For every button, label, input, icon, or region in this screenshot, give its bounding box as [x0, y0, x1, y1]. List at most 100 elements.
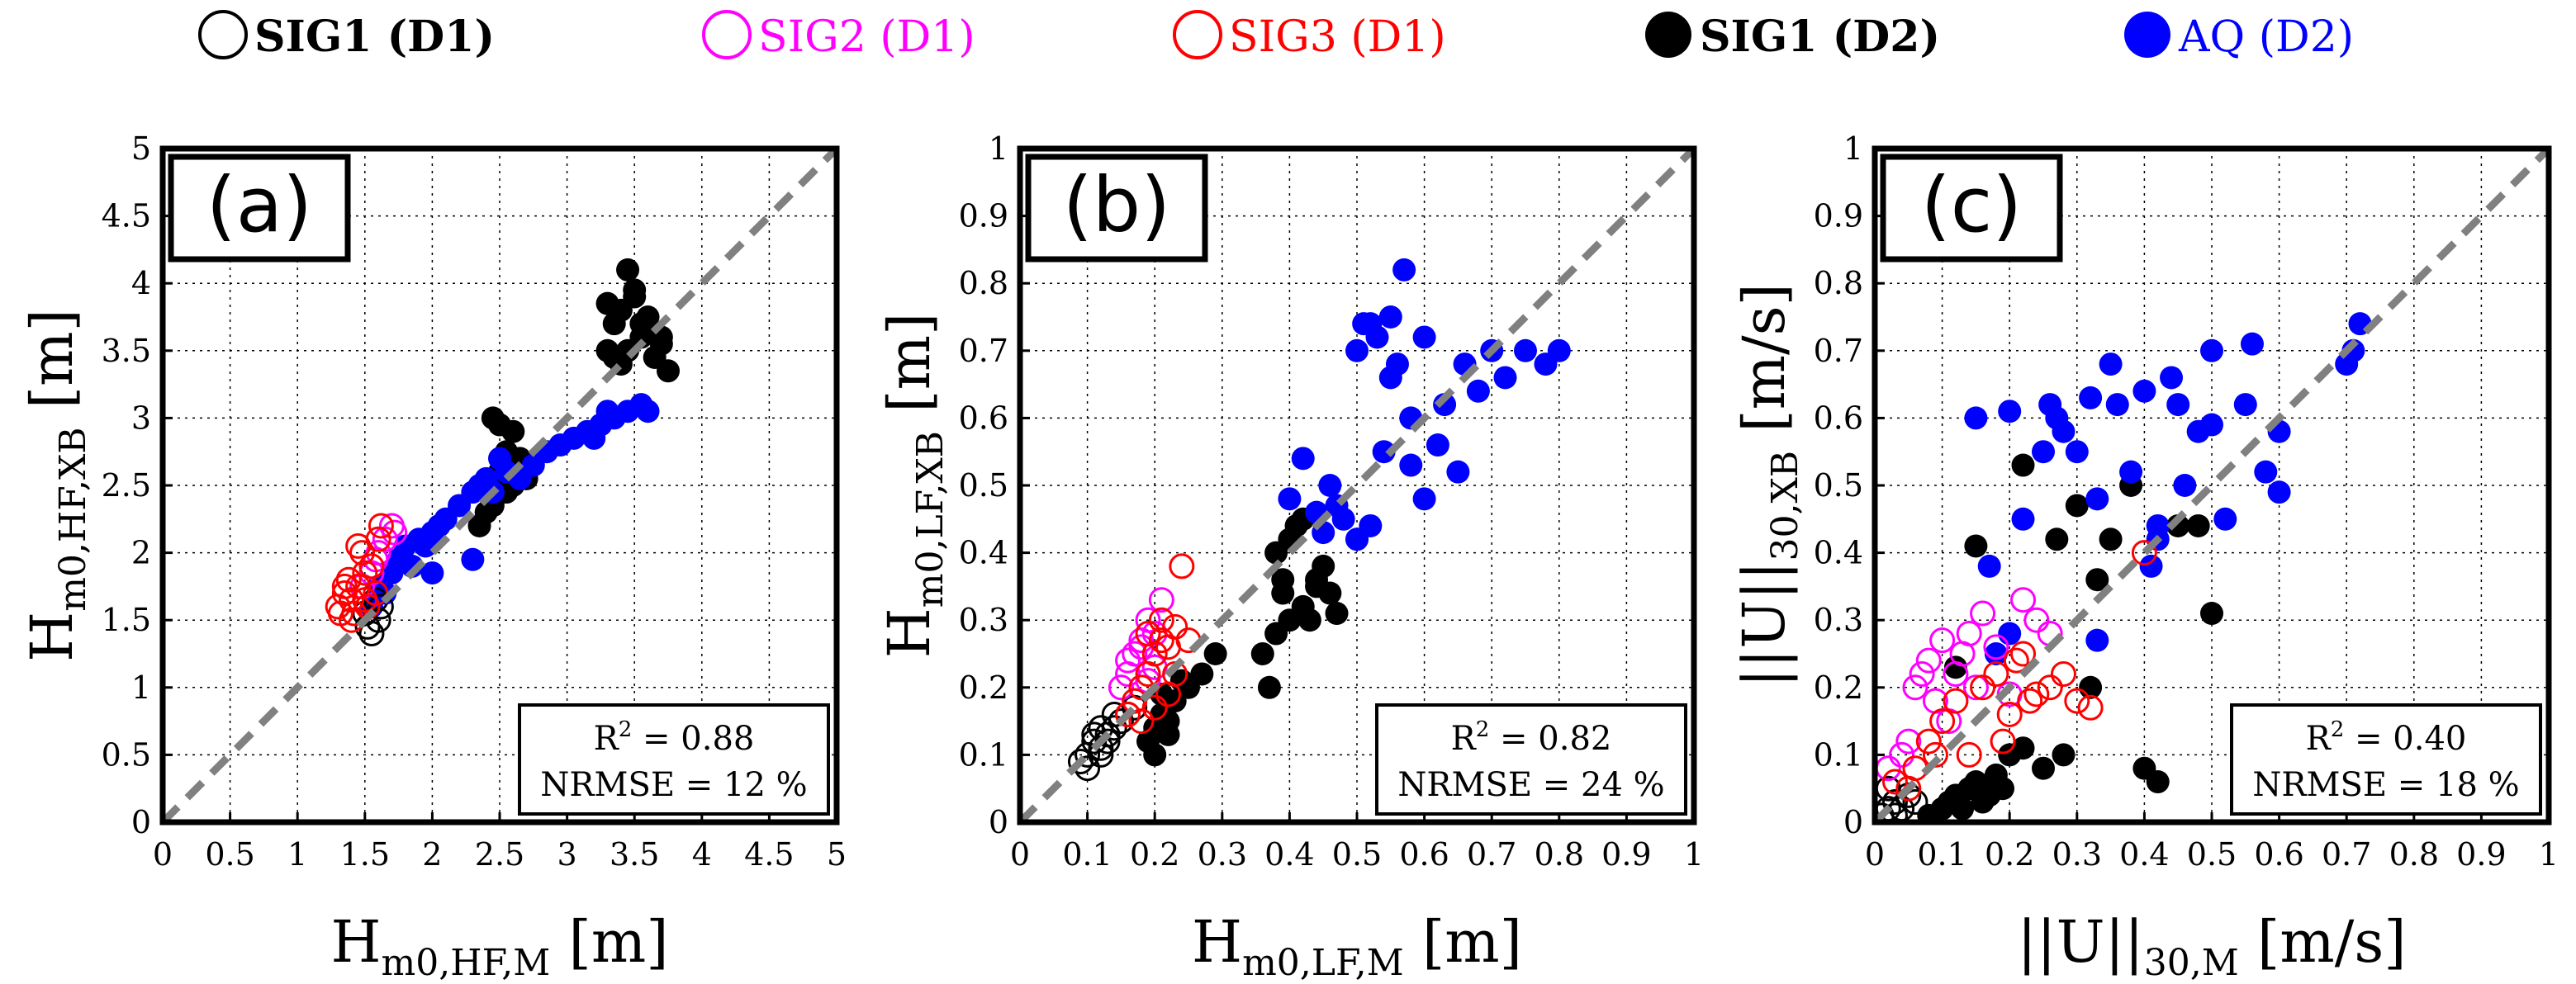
data-point	[1359, 312, 1383, 336]
data-point	[2045, 527, 2069, 551]
data-point	[1446, 460, 1470, 484]
x-tick-label: 0.7	[1467, 836, 1516, 873]
y-tick-label: 2.5	[102, 467, 151, 504]
data-point	[1983, 634, 2009, 660]
y-tick-label: 0.8	[1814, 265, 1863, 301]
data-point	[1426, 433, 1449, 457]
data-point	[1998, 622, 2022, 646]
y-axis-label: Hm0,LF,XB [m]	[875, 313, 951, 659]
x-tick-label: 1	[1684, 836, 1704, 873]
data-point	[1108, 674, 1134, 701]
y-tick-label: 0.1	[959, 736, 1008, 773]
legend-label: SIG3 (D1)	[1229, 12, 1446, 62]
data-point	[368, 594, 394, 620]
data-point	[2166, 393, 2190, 417]
y-tick-label: 3	[131, 400, 151, 436]
stats-box: R2 = 0.40 NRMSE = 18 %	[2230, 703, 2542, 816]
data-point	[1278, 608, 1302, 632]
data-point	[1943, 655, 1967, 679]
y-tick-label: 3.5	[102, 333, 151, 369]
stats-box-frame	[2230, 703, 2542, 816]
data-point	[2085, 487, 2109, 511]
data-point	[2077, 694, 2104, 721]
data-point	[2052, 419, 2076, 443]
x-tick-label: 0.2	[1130, 836, 1179, 873]
x-tick-label: 4.5	[744, 836, 794, 873]
axes-frame	[1017, 145, 1697, 826]
data-point	[2105, 393, 2129, 417]
r2-text: R2 = 0.82	[1451, 717, 1612, 758]
x-tick-label: 0.6	[1399, 836, 1449, 873]
panel-a: 0 0.5 1 1.5 2 2.5 3 3.5 4 4.5 5 0 0.5 1 1.5 2 2.5 3 3.5 4 4.…	[18, 130, 847, 984]
data-point	[1984, 777, 2008, 801]
data-point	[1297, 608, 1321, 632]
data-point	[1378, 305, 1402, 329]
data-point	[352, 587, 378, 613]
one-to-one-line	[1017, 145, 1697, 826]
data-point	[1547, 338, 1571, 362]
y-tick-label: 0.2	[1814, 669, 1863, 706]
x-tick-label: 0.4	[1264, 836, 1314, 873]
data-point	[1412, 487, 1436, 511]
x-tick-label: 0	[1010, 836, 1030, 873]
data-point	[1970, 600, 1996, 627]
data-point	[1949, 641, 1976, 667]
data-point	[2010, 587, 2037, 613]
data-point	[1983, 660, 2009, 687]
data-point	[2099, 527, 2123, 551]
data-point	[582, 426, 606, 450]
y-tick-label: 0.1	[1814, 736, 1863, 773]
axes-frame	[159, 145, 840, 826]
y-tick-label: 1	[131, 669, 151, 706]
x-tick-label: 0.1	[1062, 836, 1112, 873]
nrmse-text: NRMSE = 12 %	[540, 766, 807, 804]
data-point	[1148, 607, 1174, 633]
data-point	[2085, 628, 2109, 652]
data-point	[2023, 607, 2050, 633]
data-point	[657, 359, 680, 383]
data-point	[1902, 674, 1928, 701]
data-point	[488, 447, 511, 471]
data-point	[1889, 741, 1915, 768]
data-point	[1325, 602, 1349, 626]
axes-frame	[1872, 145, 2552, 826]
y-tick-label: 0.3	[959, 602, 1008, 638]
legend-label: AQ (D2)	[2178, 12, 2354, 62]
data-point	[1929, 708, 1956, 735]
x-axis-label: Hm0,LF,M [m]	[1192, 908, 1522, 984]
data-point	[1156, 722, 1180, 746]
data-point	[1956, 741, 1982, 768]
data-point	[2132, 379, 2156, 403]
y-tick-label: 0	[1843, 804, 1863, 840]
data-point	[345, 532, 372, 559]
stats-box-frame	[518, 703, 830, 816]
y-tick-label: 0.4	[959, 535, 1008, 571]
data-point	[616, 258, 640, 281]
data-point	[1915, 647, 1942, 674]
data-point	[629, 312, 653, 336]
data-point	[595, 400, 619, 423]
data-point	[1135, 607, 1161, 633]
data-point	[1148, 587, 1174, 613]
panel-label: (b)	[1025, 154, 1208, 263]
data-points	[1067, 258, 1571, 782]
y-axis-label: ||U||30,XB [m/s]	[1730, 283, 1806, 688]
legend-label: SIG1 (D1)	[254, 12, 495, 62]
data-point	[1977, 554, 2001, 578]
data-point	[1115, 701, 1141, 727]
data-point	[382, 519, 408, 546]
legend: SIG1 (D1) SIG2 (D1) SIG3 (D1) SIG1 (D2) AQ (…	[198, 10, 2354, 62]
data-point	[2032, 756, 2055, 780]
data-point	[2240, 332, 2264, 356]
data-point	[623, 278, 647, 302]
x-tick-label: 0.2	[1985, 836, 2034, 873]
data-point	[1318, 474, 1342, 497]
data-point	[602, 345, 626, 369]
panel-label-box	[1025, 154, 1208, 263]
legend-marker	[2124, 12, 2170, 58]
data-point	[1996, 701, 2023, 727]
y-tick-label: 0.9	[959, 198, 1008, 234]
data-point	[1128, 708, 1155, 735]
data-point	[488, 413, 511, 437]
data-point	[2131, 540, 2157, 566]
